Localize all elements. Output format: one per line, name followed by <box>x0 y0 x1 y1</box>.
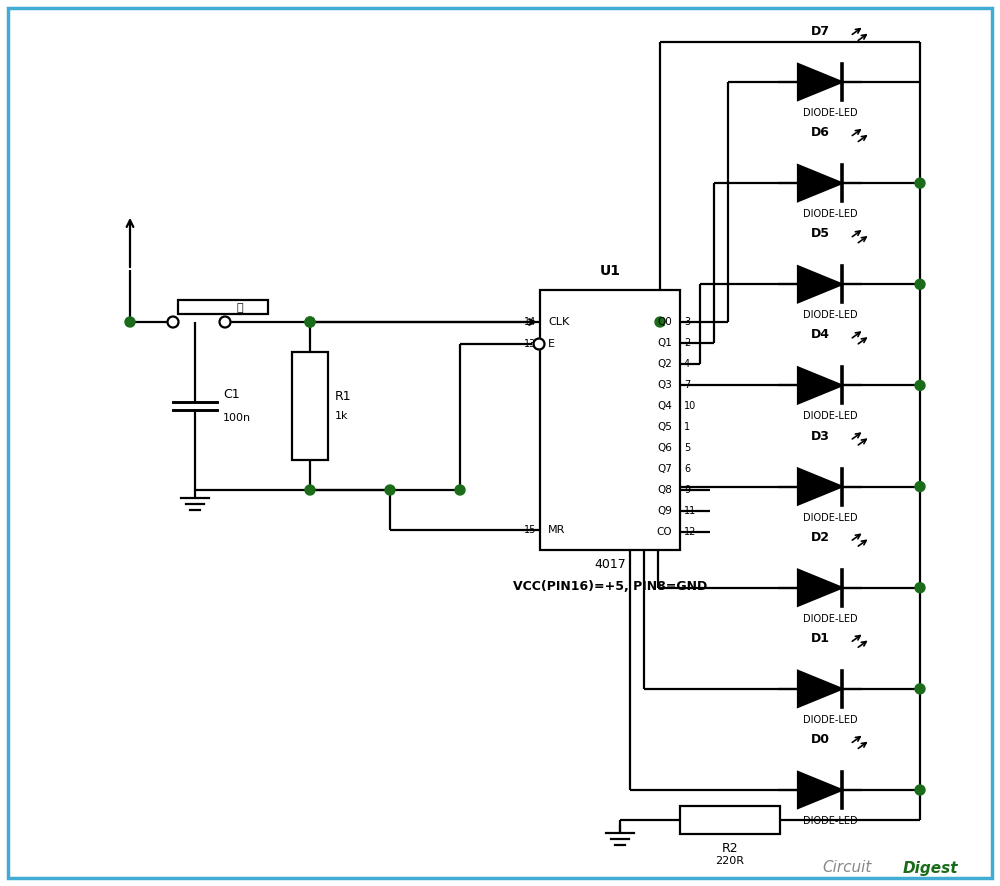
Text: Digest: Digest <box>902 860 958 875</box>
Circle shape <box>915 482 925 492</box>
Bar <box>292 352 328 460</box>
Text: 15: 15 <box>524 525 536 535</box>
Text: 1: 1 <box>684 422 690 432</box>
Polygon shape <box>798 368 842 403</box>
Text: E: E <box>548 339 555 349</box>
Text: 100n: 100n <box>223 413 251 423</box>
Text: 6: 6 <box>684 464 690 474</box>
Circle shape <box>220 316 230 328</box>
Text: 5: 5 <box>684 443 690 453</box>
Text: D6: D6 <box>811 126 829 139</box>
Text: MR: MR <box>548 525 565 535</box>
Text: D0: D0 <box>810 733 830 746</box>
Text: DIODE-LED: DIODE-LED <box>803 614 857 624</box>
Text: Q2: Q2 <box>657 359 672 369</box>
Text: 9: 9 <box>684 485 690 495</box>
Text: 14: 14 <box>524 317 536 327</box>
Text: DIODE-LED: DIODE-LED <box>803 513 857 523</box>
Text: D2: D2 <box>810 531 830 544</box>
Text: D3: D3 <box>811 430 829 443</box>
Text: R1: R1 <box>335 390 352 402</box>
Text: Q5: Q5 <box>657 422 672 432</box>
Polygon shape <box>798 772 842 808</box>
Text: DIODE-LED: DIODE-LED <box>803 411 857 422</box>
Polygon shape <box>798 671 842 707</box>
Text: D4: D4 <box>810 329 830 341</box>
Text: 1k: 1k <box>335 411 349 421</box>
Circle shape <box>305 317 315 327</box>
Text: 220R: 220R <box>716 856 744 866</box>
Polygon shape <box>798 64 842 100</box>
Circle shape <box>915 684 925 694</box>
Text: Q8: Q8 <box>657 485 672 495</box>
Text: C1: C1 <box>223 387 240 400</box>
Circle shape <box>915 785 925 795</box>
Text: Q3: Q3 <box>657 380 672 390</box>
Text: VCC(PIN16)=+5, PIN8=GND: VCC(PIN16)=+5, PIN8=GND <box>513 580 707 593</box>
Text: R2: R2 <box>722 842 738 855</box>
Text: Q1: Q1 <box>657 338 672 348</box>
Text: DIODE-LED: DIODE-LED <box>803 108 857 118</box>
Text: DIODE-LED: DIODE-LED <box>803 715 857 725</box>
Circle shape <box>915 279 925 290</box>
Text: 4017: 4017 <box>594 558 626 571</box>
Text: CO: CO <box>656 527 672 537</box>
Circle shape <box>655 317 665 327</box>
Text: ⓘ: ⓘ <box>237 303 243 313</box>
Text: 2: 2 <box>684 338 690 348</box>
Circle shape <box>915 583 925 593</box>
Text: Q7: Q7 <box>657 464 672 474</box>
Bar <box>540 290 680 550</box>
Text: 12: 12 <box>684 527 696 537</box>
Circle shape <box>915 380 925 391</box>
Text: DIODE-LED: DIODE-LED <box>803 209 857 219</box>
Circle shape <box>455 485 465 495</box>
Circle shape <box>168 316 178 328</box>
Text: D7: D7 <box>810 25 830 38</box>
Text: 10: 10 <box>684 401 696 411</box>
Text: Q6: Q6 <box>657 443 672 453</box>
Text: 3: 3 <box>684 317 690 327</box>
Text: 7: 7 <box>684 380 690 390</box>
Polygon shape <box>798 165 842 201</box>
Circle shape <box>534 338 544 349</box>
Text: 4: 4 <box>684 359 690 369</box>
Text: D5: D5 <box>810 228 830 240</box>
Bar <box>680 806 780 834</box>
Text: 13: 13 <box>524 339 536 349</box>
Circle shape <box>385 485 395 495</box>
Circle shape <box>305 485 315 495</box>
Text: Circuit: Circuit <box>823 860 872 875</box>
Circle shape <box>125 317 135 327</box>
Polygon shape <box>798 570 842 606</box>
Text: DIODE-LED: DIODE-LED <box>803 310 857 320</box>
Text: 11: 11 <box>684 506 696 516</box>
Text: DIODE-LED: DIODE-LED <box>803 816 857 826</box>
Text: Q9: Q9 <box>657 506 672 516</box>
Circle shape <box>305 317 315 327</box>
Text: CLK: CLK <box>548 317 569 327</box>
Text: U1: U1 <box>600 264 620 278</box>
Bar <box>178 300 268 314</box>
Text: Q4: Q4 <box>657 401 672 411</box>
Polygon shape <box>798 469 842 504</box>
Circle shape <box>915 178 925 188</box>
Text: D1: D1 <box>810 632 830 645</box>
Polygon shape <box>798 267 842 302</box>
Text: Q0: Q0 <box>657 317 672 327</box>
